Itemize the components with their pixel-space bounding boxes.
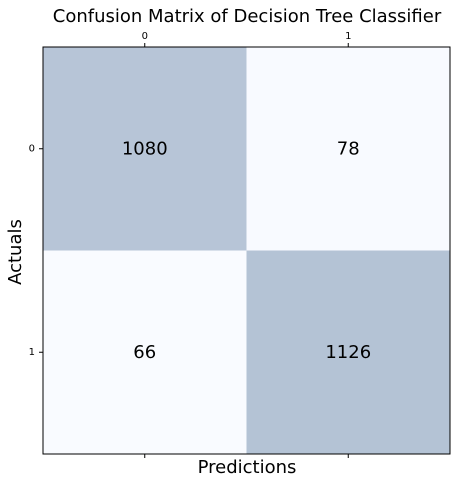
heatmap-cell-1-0 — [43, 250, 247, 454]
heatmap-cells — [43, 47, 450, 454]
cell-value-1-1: 1126 — [325, 342, 371, 363]
y-axis-label: Actuals — [5, 219, 26, 285]
cell-value-labels: 1080 78 66 1126 — [122, 138, 371, 363]
heatmap-cell-0-0 — [43, 47, 247, 251]
cell-value-0-0: 1080 — [122, 138, 168, 159]
y-tick-label-1: 1 — [29, 347, 35, 358]
plot-frame — [42, 46, 451, 455]
cell-value-1-0: 66 — [133, 342, 156, 363]
x-axis-label: Predictions — [198, 457, 297, 478]
axis-ticks: 0 1 0 1 — [29, 31, 351, 458]
chart-title: Confusion Matrix of Decision Tree Classi… — [53, 6, 442, 27]
x-tick-label-1: 1 — [345, 31, 351, 42]
heatmap-cell-0-1 — [246, 47, 450, 251]
y-tick-label-0: 0 — [29, 143, 35, 154]
heatmap-cell-1-1 — [246, 250, 450, 454]
cell-value-0-1: 78 — [337, 138, 360, 159]
x-tick-label-0: 0 — [142, 31, 148, 42]
